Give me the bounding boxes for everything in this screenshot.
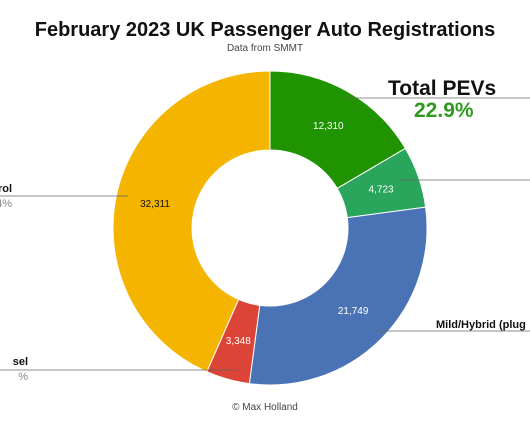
slice-legend-label-4: rol <box>0 183 12 195</box>
slice-value-label-2: 21,749 <box>338 306 369 317</box>
total-pevs-value: 22.9% <box>414 99 474 122</box>
slice-legend-label-3: sel <box>13 356 28 368</box>
chart-title: February 2023 UK Passenger Auto Registra… <box>34 19 496 41</box>
donut-slice-2 <box>248 206 428 386</box>
labels-group: 12,310 4,723 21,749 Mild/Hybrid (plug 3,348 s… <box>0 121 526 383</box>
slice-legend-share-4: 4% <box>0 198 12 210</box>
chart-subtitle: Data from SMMT <box>226 43 304 54</box>
leader-lines-group <box>0 97 530 371</box>
donut-slice-4 <box>112 70 271 373</box>
slice-value-label-0: 12,310 <box>313 121 344 132</box>
slice-value-label-3: 3,348 <box>226 336 251 347</box>
slices-group <box>112 70 428 386</box>
slice-legend-label-2: Mild/Hybrid (plug <box>436 319 526 331</box>
slice-value-label-4: 32,311 <box>140 199 170 210</box>
total-pevs-label: Total PEVs <box>388 77 497 100</box>
slice-legend-share-3: % <box>18 371 28 383</box>
chart-credit: © Max Holland <box>232 402 298 413</box>
slice-value-label-1: 4,723 <box>369 185 394 196</box>
